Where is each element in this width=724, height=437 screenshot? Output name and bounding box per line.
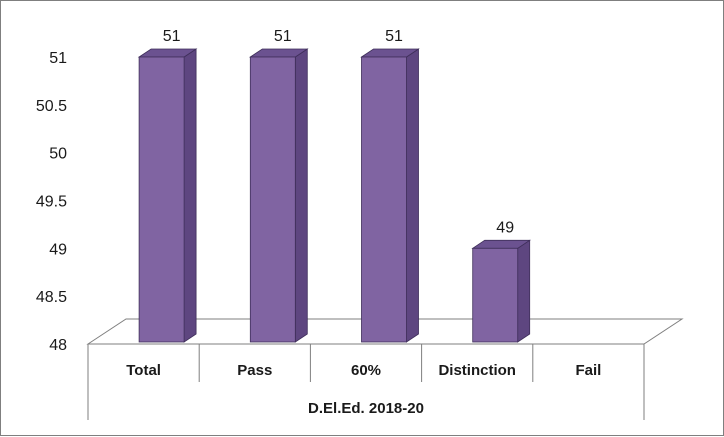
y-tick-label: 49	[49, 241, 67, 258]
y-tick-label: 50.5	[36, 98, 67, 115]
y-tick-label: 48	[49, 337, 67, 354]
y-tick-label: 49.5	[36, 194, 67, 211]
bar-front	[249, 56, 296, 343]
data-label: 51	[385, 28, 403, 45]
y-tick-label: 50	[49, 146, 67, 163]
y-tick-label: 51	[49, 50, 67, 67]
data-label: 51	[274, 28, 292, 45]
bar	[137, 48, 198, 343]
bar-side	[517, 239, 531, 343]
category-label: Distinction	[438, 362, 516, 379]
y-axis: 48 48.5 49 49.5 50 50.5 51	[36, 50, 67, 354]
data-label: 49	[496, 219, 514, 236]
bar-side	[406, 48, 419, 343]
category-label: Fail	[575, 362, 601, 379]
data-label: 51	[163, 28, 181, 45]
bar	[471, 239, 532, 343]
x-axis-table: Total Pass 60% Distinction Fail D.El.Ed. 2018…	[87, 343, 645, 420]
bar	[248, 48, 309, 343]
bar-front	[138, 56, 185, 343]
bar-side	[183, 48, 197, 343]
bars	[137, 48, 532, 343]
category-label: 60%	[351, 362, 381, 379]
category-label: Pass	[237, 362, 272, 379]
bar-front	[472, 247, 519, 343]
bar-front	[361, 56, 407, 343]
group-label: D.El.Ed. 2018-20	[308, 400, 424, 417]
category-label: Total	[126, 362, 161, 379]
y-tick-label: 48.5	[36, 289, 67, 306]
bar	[360, 48, 420, 343]
data-labels: 51 51 51 49	[163, 28, 514, 236]
bar-side	[294, 48, 308, 343]
